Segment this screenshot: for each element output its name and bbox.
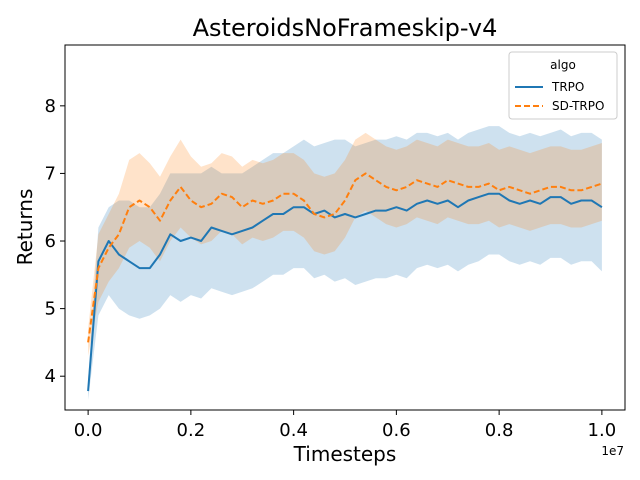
band-trpo bbox=[88, 126, 602, 400]
x-tick-label: 1.0 bbox=[588, 420, 617, 441]
x-axis-offset-label: 1e7 bbox=[601, 444, 624, 458]
y-tick-label: 6 bbox=[45, 231, 56, 252]
y-axis-label: Returns bbox=[13, 189, 37, 266]
x-axis-label: Timesteps bbox=[293, 442, 397, 466]
legend-title: algo bbox=[550, 58, 576, 72]
plot-frame bbox=[64, 44, 626, 411]
y-tick-label: 8 bbox=[45, 96, 56, 117]
x-axis-ticks: 0.0 0.2 0.4 0.6 0.8 1.0 bbox=[74, 410, 616, 441]
legend-box bbox=[508, 51, 618, 120]
band-sd-trpo bbox=[88, 132, 602, 356]
legend-label-sd-trpo: SD-TRPO bbox=[552, 99, 604, 113]
x-tick-label: 0.8 bbox=[485, 420, 514, 441]
line-trpo bbox=[87, 192, 603, 392]
confidence-bands bbox=[88, 126, 602, 400]
legend-label-trpo: TRPO bbox=[551, 80, 584, 94]
y-tick-label: 4 bbox=[45, 366, 56, 387]
y-tick-label: 5 bbox=[45, 299, 56, 320]
chart-title: AsteroidsNoFrameskip-v4 bbox=[193, 14, 498, 42]
x-tick-label: 0.2 bbox=[177, 420, 206, 441]
y-axis-ticks: 4 5 6 7 8 bbox=[45, 96, 65, 387]
x-tick-label: 0.0 bbox=[74, 420, 103, 441]
x-tick-label: 0.4 bbox=[279, 420, 308, 441]
x-tick-label: 0.6 bbox=[382, 420, 411, 441]
series-lines bbox=[87, 172, 603, 392]
y-tick-label: 7 bbox=[45, 163, 56, 184]
legend: algo TRPO SD-TRPO bbox=[508, 51, 618, 120]
